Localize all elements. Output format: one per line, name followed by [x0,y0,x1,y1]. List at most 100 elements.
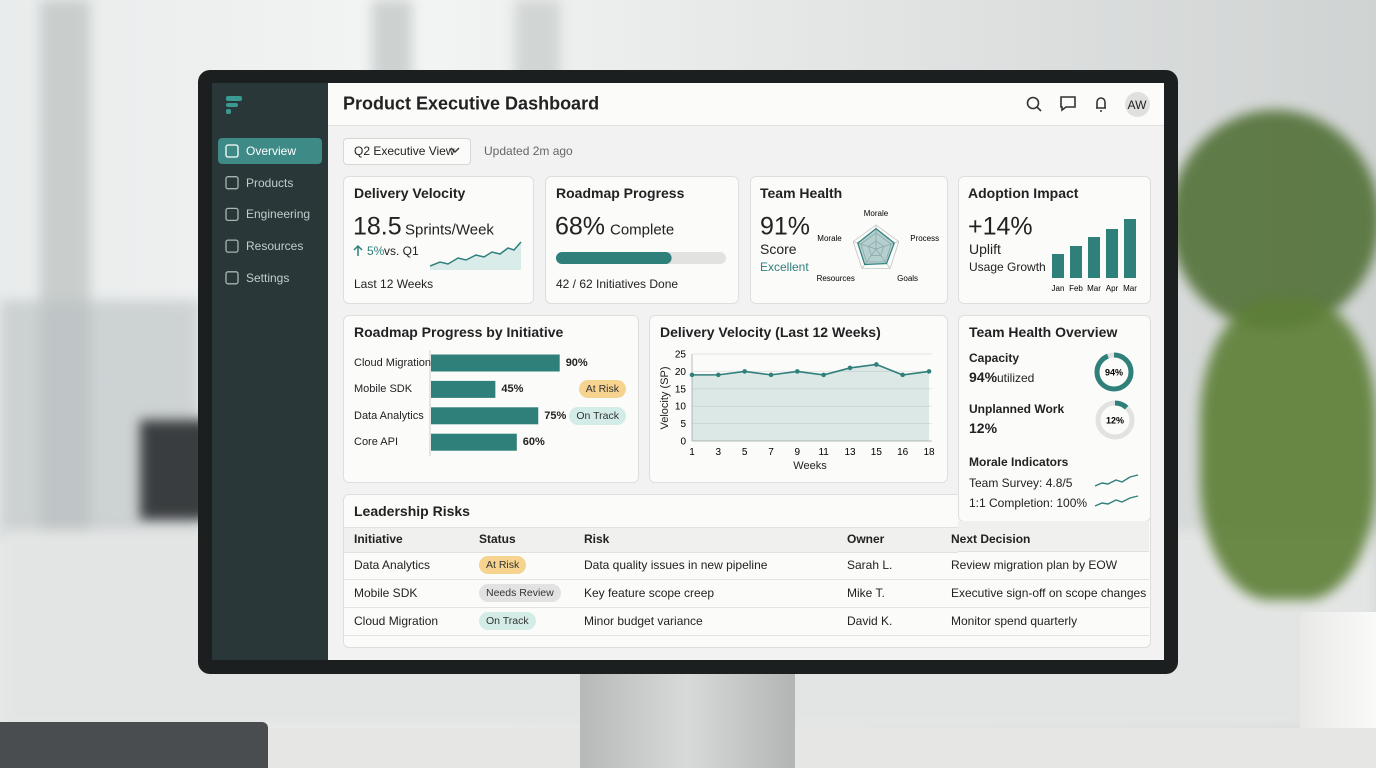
cell: David K. [847,614,893,628]
card [545,176,739,304]
radar-axis-label: Process [910,234,939,243]
card [343,315,639,483]
kpi-footer: 42 / 62 Initiatives Done [556,277,679,291]
plant [1170,110,1376,330]
cell: Cloud Migration [354,614,439,628]
point [716,372,721,378]
x-tick-label: 3 [716,447,722,458]
nav-item[interactable]: Resources [246,239,304,254]
cell: Data quality issues in new pipeline [584,558,768,572]
status-badge: At Risk [578,380,626,399]
category-label: Mobile SDK [354,383,413,396]
row-divider [344,579,1149,580]
logo [226,96,242,114]
cell: Review migration plan by EOW [951,558,1118,572]
status-badge: On Track [569,406,626,425]
gauge-fill [1095,400,1135,440]
progress-fill [556,252,672,264]
nav-item[interactable]: Engineering [246,207,311,222]
nav-icon [225,239,239,253]
card-title: Leadership Risks [354,503,470,519]
nav-active[interactable] [218,138,322,164]
x-tick-label: 18 [923,447,935,458]
kpi-label: Uplift [969,241,1001,257]
metric-suffix: utilized [997,371,1035,385]
morale-item: 1:1 Completion: 100% [969,496,1088,510]
y-tick-label: 25 [675,350,687,361]
updated-label: Updated 2m ago [484,144,573,158]
view-label: Q2 Executive View [354,144,455,158]
avatar-initials: AW [1127,98,1147,112]
cell: Minor budget variance [584,614,703,628]
search-icon[interactable] [1026,96,1040,110]
bar [431,380,496,398]
x-tick-label: 16 [897,447,909,458]
metric-value: 12% [969,420,998,436]
card-title: Delivery Velocity [354,185,466,201]
kpi-unit: Complete [610,221,675,239]
point [795,369,800,374]
chat-icon[interactable] [1060,96,1076,112]
kpi-unit: Sprints/Week [405,221,494,239]
radar-axis-label: Morale [864,209,889,218]
card [649,315,948,483]
bar [431,433,517,451]
x-tick-label: 5 [742,447,748,458]
row-divider [344,607,1149,608]
category-label: Core API [354,436,399,449]
radar-area [857,227,895,266]
cell: Sarah L. [847,558,893,572]
metric-label: Morale Indicators [969,455,1069,469]
bar [431,354,560,372]
up-arrow [353,245,363,256]
card-title: Roadmap Progress by Initiative [354,324,564,340]
x-axis-label: Weeks [793,460,827,472]
kpi-sublabel: Usage Growth [969,260,1046,274]
sidebar [212,83,328,660]
bar [1106,229,1118,278]
value-label: 60% [522,436,545,449]
radar-axis-label: Resources [817,274,855,283]
column-header: Next Decision [951,532,1031,546]
point [847,365,853,371]
x-tick-label: Feb [1069,284,1083,293]
view-dropdown[interactable] [343,138,471,165]
y-tick-label: 20 [675,367,687,378]
bell-icon[interactable] [1096,97,1106,112]
column-header: Status [479,532,516,546]
radar-grid [860,232,892,263]
radar-axis-label: Goals [897,274,918,283]
nav-icon [225,176,239,190]
radar-axis-label: Morale [817,234,842,243]
avatar[interactable] [1125,92,1150,117]
y-tick-label: 10 [675,402,687,413]
header-bar [328,83,1164,126]
bar [1052,254,1064,278]
nav-item[interactable]: Overview [246,144,297,158]
x-tick-label: Jan [1052,284,1065,293]
value-label: 45% [501,383,524,396]
bar [1088,237,1100,278]
point [874,362,879,367]
kpi-footer: Last 12 Weeks [354,277,434,291]
plant [1200,300,1376,600]
point [900,372,905,378]
kpi-value: 91% [760,212,811,241]
nav-item[interactable]: Products [246,175,294,190]
dropdown-caret [450,147,460,153]
cell: Data Analytics [354,558,431,572]
kpi-value: 18.5 [353,212,402,241]
category-label: Data Analytics [354,409,424,422]
sparkline [430,241,522,270]
cell: Mobile SDK [354,586,418,600]
gauge-label: 94% [1105,368,1123,378]
nav-item[interactable]: Settings [246,270,290,285]
table-header-bg [958,521,1149,552]
point [821,372,826,378]
morale-item: Team Survey: 4.8/5 [969,476,1073,490]
gauge-fill [1094,352,1134,392]
radar-grid [852,224,900,269]
kpi-status: Excellent [760,260,809,274]
x-tick-label: 15 [871,447,883,458]
